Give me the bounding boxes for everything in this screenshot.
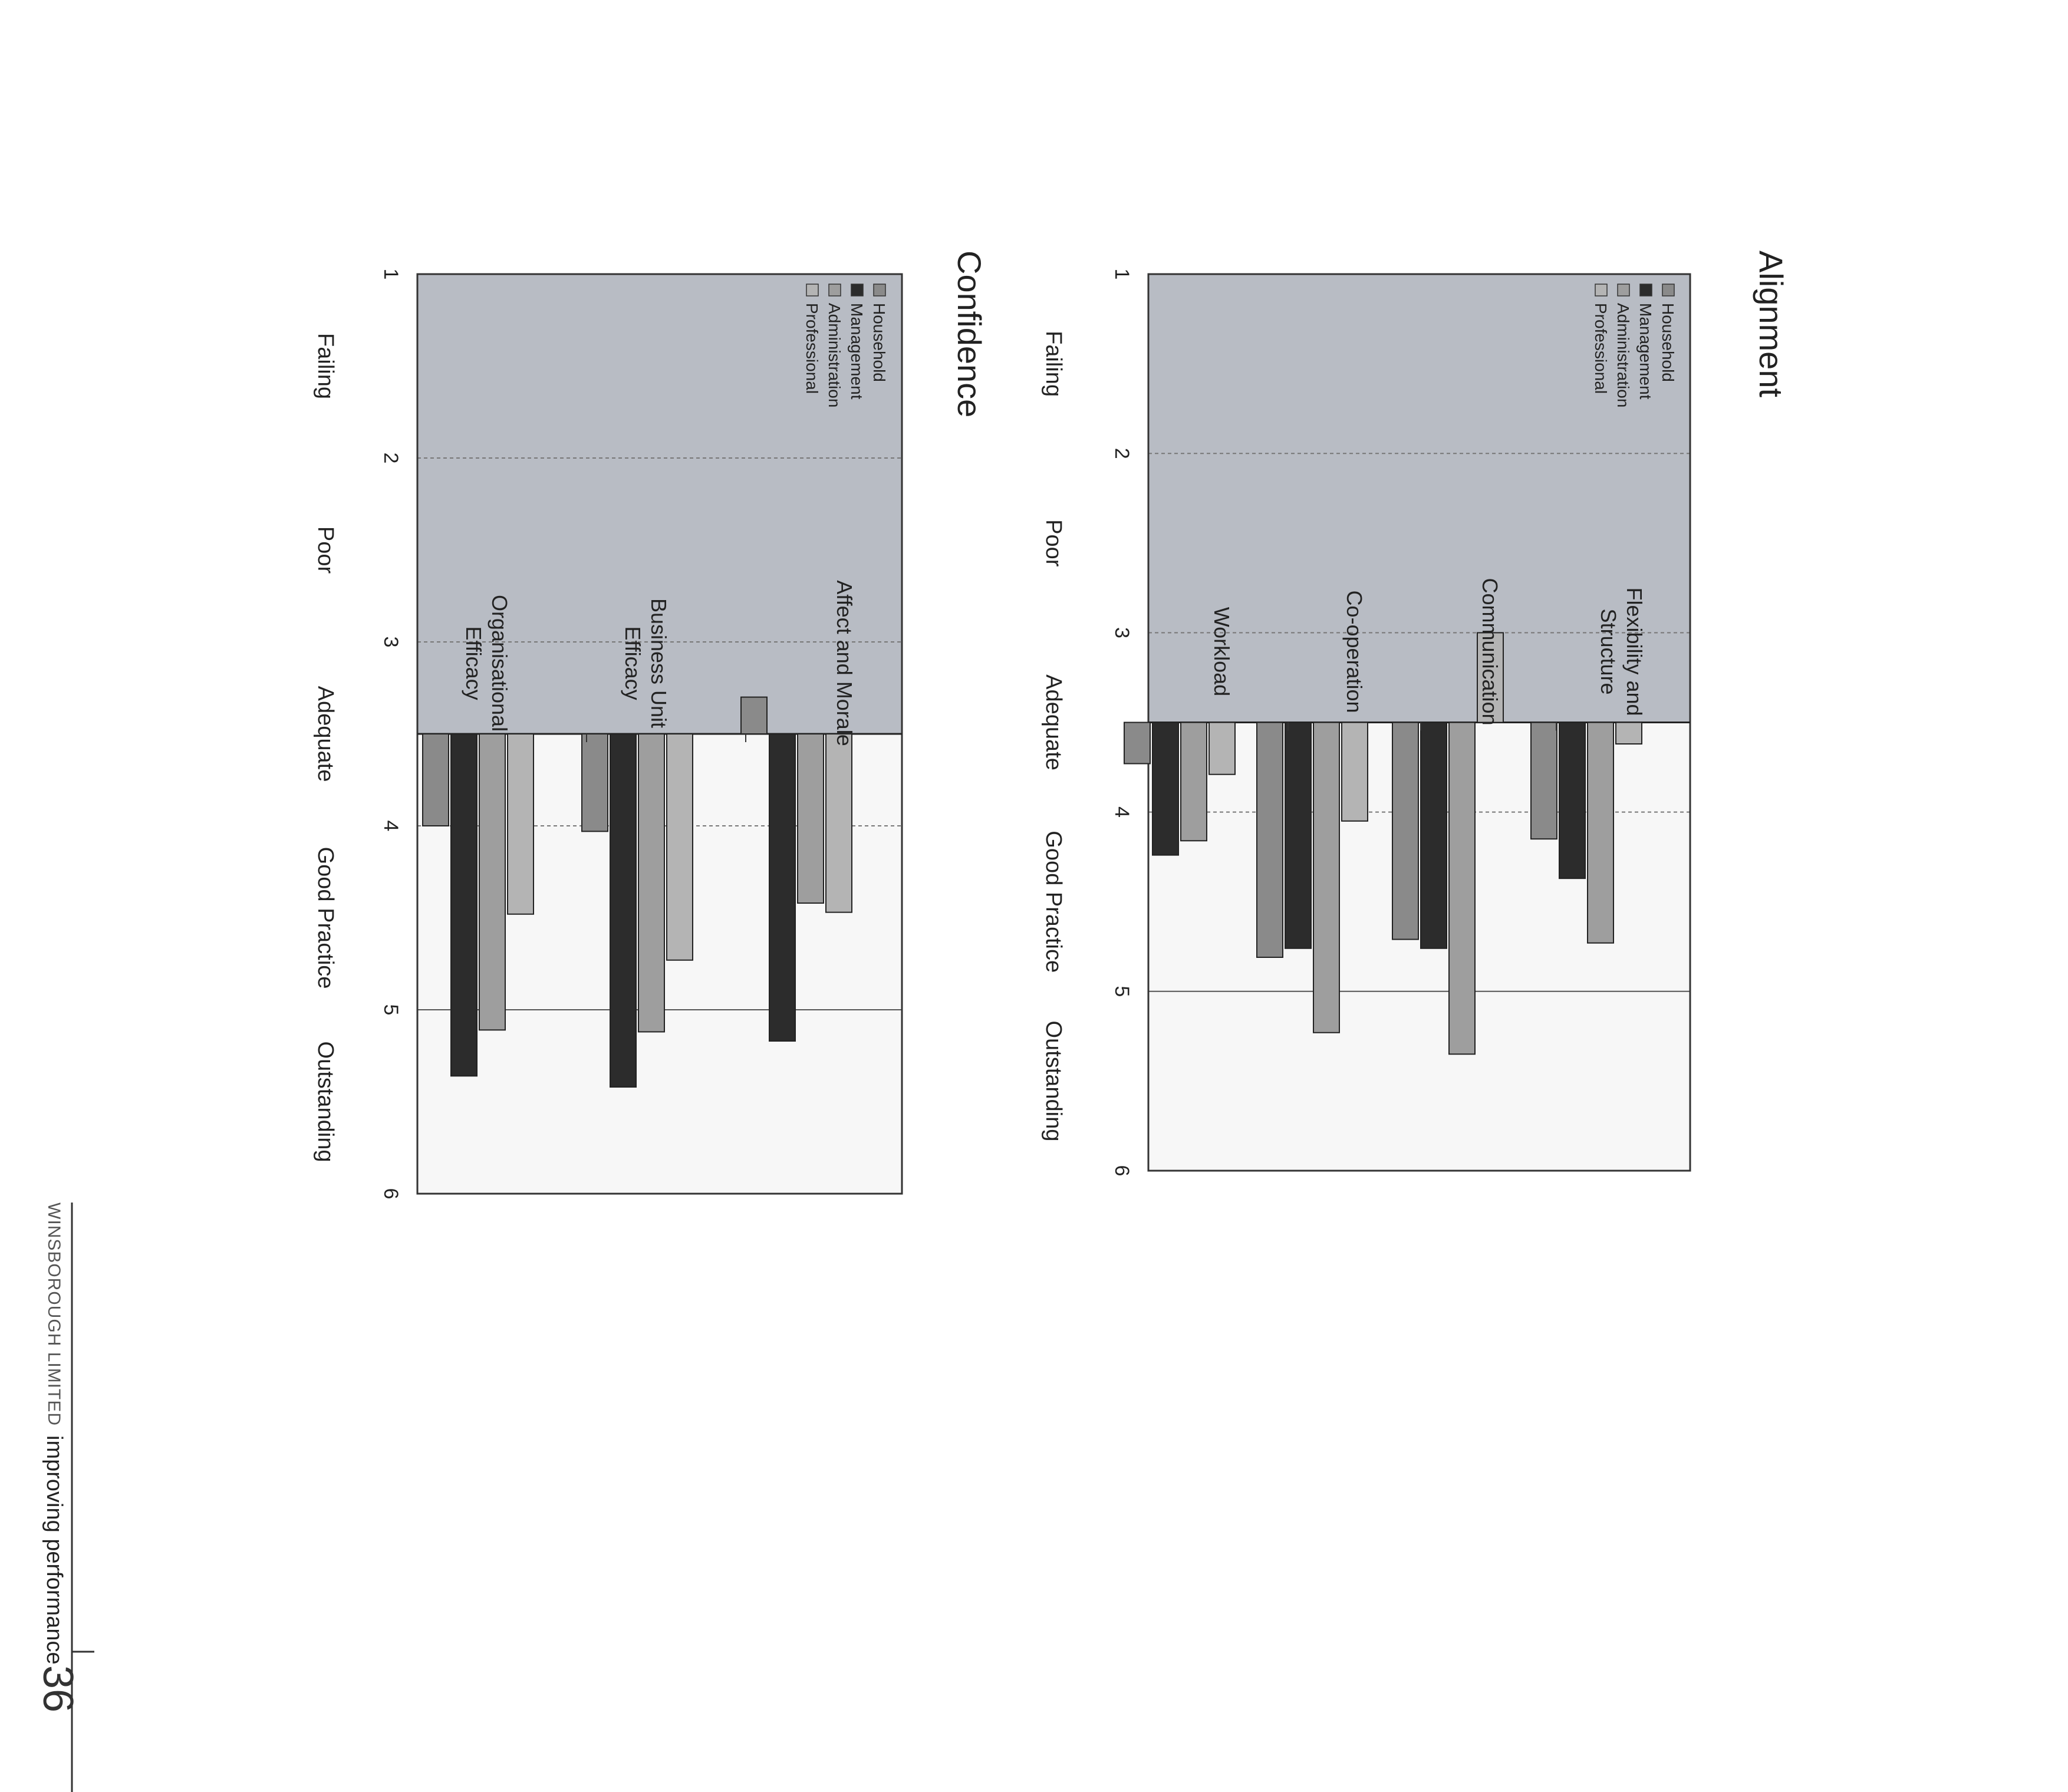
- legend-label-management: Management: [848, 303, 866, 400]
- category-label: Organisational: [488, 595, 512, 732]
- legend-swatch-administration: [828, 284, 841, 297]
- bar-administration: [638, 733, 665, 1033]
- bar-professional: [666, 733, 693, 961]
- scale-label: Good Practice: [313, 847, 338, 989]
- bar-household: [1392, 722, 1419, 940]
- bar-household: [740, 696, 768, 734]
- bar-management: [769, 733, 796, 1042]
- tick-label: 1: [380, 269, 402, 280]
- category-label: Flexibility and: [1622, 587, 1647, 716]
- bar-management: [1152, 722, 1179, 856]
- bar-household: [1124, 722, 1151, 765]
- bar-management: [1559, 722, 1586, 879]
- category-label: Structure: [1596, 608, 1621, 694]
- legend-swatch-household: [1662, 284, 1675, 297]
- bar-administration: [797, 733, 824, 904]
- scale-label: Outstanding: [1041, 1020, 1066, 1141]
- bar-management: [1285, 722, 1312, 949]
- legend-swatch-professional: [1595, 284, 1608, 297]
- bar-household: [1256, 722, 1283, 958]
- category-label: Affect and Morale: [832, 580, 857, 746]
- bar-professional: [1208, 722, 1236, 775]
- bar-administration: [1180, 722, 1207, 842]
- legend-swatch-administration: [1617, 284, 1630, 297]
- bar-professional: [1341, 722, 1368, 822]
- scale-label: Adequate: [1041, 674, 1066, 770]
- category-label: Communication: [1478, 578, 1502, 725]
- category-label: Efficacy: [621, 626, 645, 700]
- category-label: Efficacy: [462, 626, 486, 700]
- legend-label-management: Management: [1636, 303, 1655, 400]
- scale-label: Poor: [1041, 519, 1066, 567]
- category-label: Business Unit: [647, 598, 671, 728]
- bar-household: [1530, 722, 1557, 840]
- tick-label: 6: [1111, 1165, 1133, 1177]
- tick-label: 6: [380, 1188, 402, 1200]
- legend-label-administration: Administration: [825, 303, 844, 407]
- category-label: Workload: [1210, 607, 1234, 696]
- bar-professional: [1615, 722, 1642, 745]
- page-footer: WINSBOROUGH LIMITED improving performanc…: [6, 1203, 94, 1792]
- plot-area-upper: [1148, 274, 1690, 723]
- brand-tagline: improving performance: [42, 1435, 67, 1665]
- tick-label: 3: [1111, 627, 1133, 638]
- tick-label: 4: [380, 821, 402, 832]
- bar-professional: [825, 733, 852, 913]
- tick-label: 3: [380, 637, 402, 648]
- bar-administration: [1313, 722, 1340, 1033]
- bar-household: [422, 733, 449, 826]
- legend-swatch-household: [873, 284, 886, 297]
- category-label: Co-operation: [1342, 590, 1366, 713]
- chart-title: Confidence: [951, 251, 988, 417]
- bar-household: [581, 733, 608, 832]
- scale-label: Good Practice: [1041, 831, 1066, 973]
- tick-label: 4: [1111, 806, 1133, 818]
- chart-title: Alignment: [1753, 251, 1790, 397]
- legend-swatch-management: [1639, 284, 1652, 297]
- bar-professional: [507, 733, 534, 915]
- scale-label: Outstanding: [313, 1042, 338, 1162]
- chart-0: 1 2 3 4 5 6 Failing Poor Adequate Good Practice Ou…: [1041, 251, 1790, 1176]
- tick-label: 2: [380, 453, 402, 464]
- bar-administration: [1587, 722, 1614, 944]
- legend-label-administration: Administration: [1614, 303, 1632, 407]
- tick-label: 5: [1111, 986, 1133, 997]
- chart-1: 1 2 3 4 5 6 Failing Poor Adequate Good Practice Ou…: [313, 251, 988, 1199]
- scale-label: Failing: [1041, 331, 1066, 397]
- bar-professional: [1477, 632, 1504, 723]
- bar-management: [610, 733, 637, 1088]
- scale-label: Poor: [313, 526, 338, 574]
- bar-administration: [1448, 722, 1476, 1055]
- tick-label: 5: [380, 1004, 402, 1016]
- bar-management: [1420, 722, 1447, 949]
- plot-area-upper: [417, 274, 902, 734]
- brand-name: WINSBOROUGH LIMITED: [44, 1203, 64, 1426]
- tick-label: 2: [1111, 448, 1133, 459]
- legend-label-professional: Professional: [1592, 303, 1610, 394]
- tick-label: 1: [1111, 269, 1133, 280]
- legend-swatch-management: [851, 284, 864, 297]
- bar-administration: [479, 733, 506, 1031]
- legend-label-household: Household: [1659, 303, 1677, 382]
- scale-label: Failing: [313, 333, 338, 399]
- legend-label-household: Household: [870, 303, 888, 382]
- page-canvas: 1 2 3 4 5 6 Failing Poor Adequate Good Practice Ou…: [313, 251, 1790, 1199]
- legend-label-professional: Professional: [803, 303, 821, 394]
- legend-swatch-professional: [806, 284, 819, 297]
- scale-label: Adequate: [313, 686, 338, 782]
- bar-management: [450, 733, 478, 1077]
- page-number: 36: [34, 1665, 81, 1712]
